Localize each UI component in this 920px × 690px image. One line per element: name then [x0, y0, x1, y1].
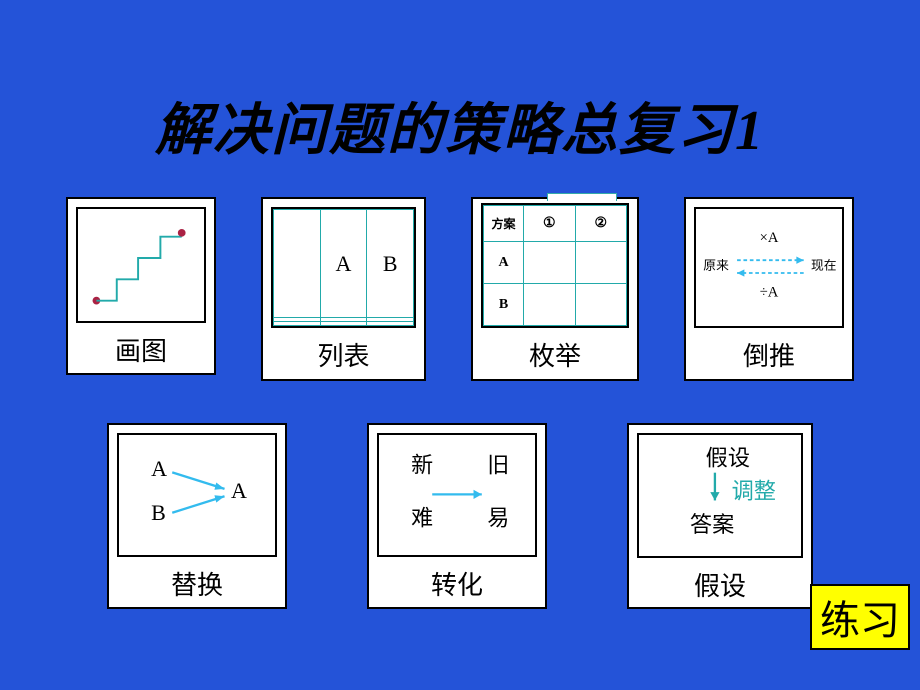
svg-text:原来: 原来 [703, 258, 729, 272]
table-diagram: AB [271, 207, 416, 328]
card-drawing[interactable]: 画图 [66, 197, 216, 375]
card-table[interactable]: AB 列表 [261, 197, 426, 381]
card-label: 倒推 [686, 328, 852, 379]
card-label: 假设 [629, 558, 811, 609]
cards-row-1: 画图 AB 列表 方案①② A B 枚举 ×A ÷A [0, 197, 920, 381]
card-label: 转化 [369, 557, 545, 608]
svg-text:×A: ×A [760, 230, 779, 246]
svg-text:难: 难 [411, 506, 433, 531]
card-assume[interactable]: 假设 调整 答案 假设 [627, 423, 813, 609]
card-label: 替换 [109, 557, 285, 608]
card-reverse[interactable]: ×A ÷A 原来 现在 倒推 [684, 197, 854, 381]
practice-button[interactable]: 练习 [810, 584, 910, 650]
transform-diagram: 新 旧 难 易 [377, 433, 537, 557]
replace-diagram: A B A [117, 433, 277, 557]
card-enumerate[interactable]: 方案①② A B 枚举 [471, 197, 639, 381]
enumerate-diagram: 方案①② A B [481, 203, 629, 328]
card-replace[interactable]: A B A 替换 [107, 423, 287, 609]
svg-text:÷A: ÷A [760, 285, 779, 301]
svg-text:假设: 假设 [706, 445, 750, 470]
card-transform[interactable]: 新 旧 难 易 转化 [367, 423, 547, 609]
svg-text:答案: 答案 [690, 512, 734, 537]
svg-text:新: 新 [411, 452, 433, 477]
card-label: 画图 [68, 323, 214, 374]
svg-text:易: 易 [487, 506, 509, 531]
page-title: 解决问题的策略总复习1 [0, 85, 920, 166]
svg-text:调整: 调整 [732, 479, 776, 504]
svg-text:现在: 现在 [811, 258, 837, 272]
svg-text:B: B [151, 500, 166, 525]
drawing-diagram [76, 207, 206, 323]
card-label: 列表 [263, 328, 424, 379]
svg-text:旧: 旧 [487, 452, 509, 477]
svg-text:A: A [231, 478, 247, 503]
card-label: 枚举 [473, 328, 637, 379]
cards-row-2: A B A 替换 新 旧 难 易 转化 [0, 423, 920, 609]
assume-diagram: 假设 调整 答案 [637, 433, 803, 558]
reverse-diagram: ×A ÷A 原来 现在 [694, 207, 844, 328]
flap-decoration [547, 193, 617, 201]
svg-text:A: A [151, 456, 167, 481]
